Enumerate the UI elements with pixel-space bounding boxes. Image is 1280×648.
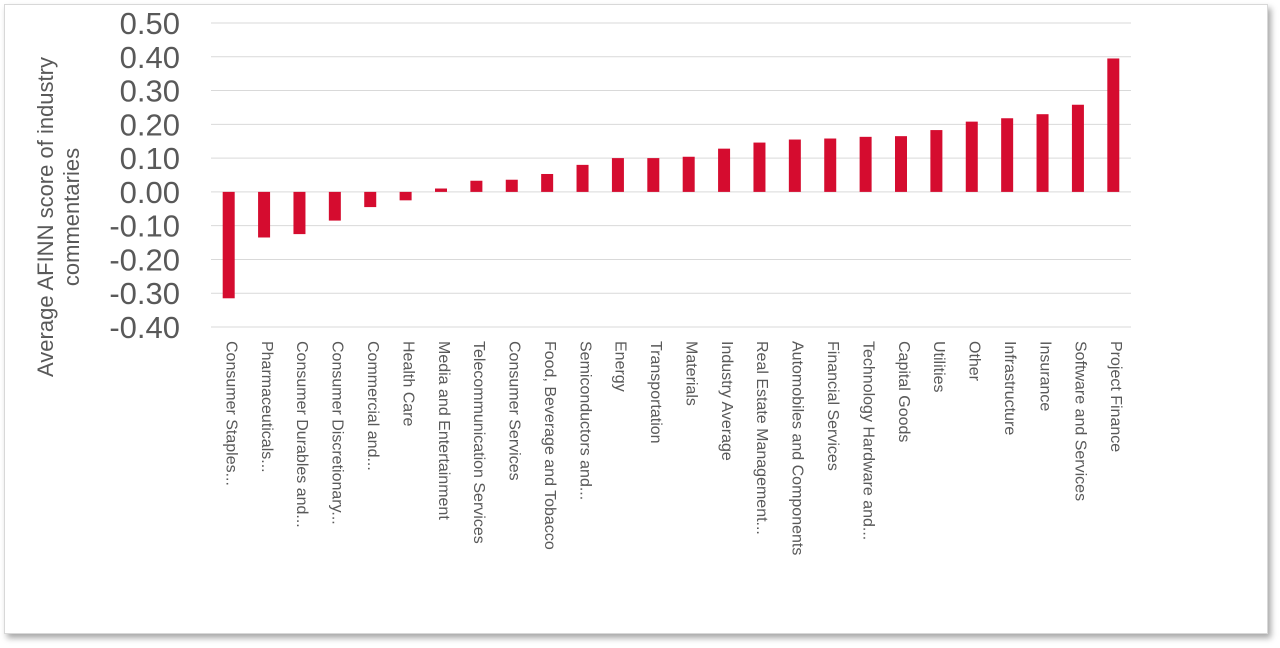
x-tick-label: Consumer Durables and... bbox=[293, 341, 310, 528]
y-tick-label: 0.20 bbox=[120, 107, 180, 142]
bar bbox=[611, 158, 624, 192]
bar bbox=[1107, 58, 1120, 192]
bar bbox=[399, 191, 412, 201]
x-tick-label: Other bbox=[966, 341, 983, 382]
x-tick-label: Telecommunication Services bbox=[470, 341, 487, 544]
x-tick-label: Consumer Services bbox=[506, 341, 523, 481]
bar bbox=[576, 164, 589, 192]
x-tick-label: Real Estate Management... bbox=[753, 341, 770, 535]
bar bbox=[435, 188, 447, 192]
y-tick-label: 0.30 bbox=[120, 74, 180, 109]
y-axis-title-line: commentaries bbox=[59, 148, 84, 286]
x-tick-label: Health Care bbox=[399, 341, 416, 426]
x-tick-label: Materials bbox=[682, 341, 699, 406]
bar bbox=[682, 156, 695, 192]
bar bbox=[222, 191, 235, 299]
bar bbox=[1036, 114, 1049, 192]
x-tick-label: Energy bbox=[612, 341, 629, 392]
bar bbox=[505, 179, 518, 192]
chart-frame: 0.50 0.40 0.30 0.20 0.10 0.00 -0.10 -0.20 -0.30-… bbox=[4, 4, 1268, 634]
x-tick-label: Insurance bbox=[1036, 341, 1053, 411]
y-axis-title: Average AFINN score of industry commentar… bbox=[33, 57, 84, 377]
bar bbox=[470, 180, 483, 192]
y-tick-label: -0.40 bbox=[109, 310, 180, 345]
bar bbox=[293, 191, 306, 235]
bar bbox=[1071, 104, 1084, 192]
bar bbox=[753, 142, 766, 192]
bar-chart: 0.500.400.300.200.100.00-0.10-0.20-0.30-… bbox=[33, 6, 1131, 555]
bar bbox=[895, 136, 907, 192]
bar bbox=[647, 158, 660, 192]
bar bbox=[1001, 118, 1014, 192]
bar bbox=[824, 138, 837, 192]
x-tick-label: Financial Services bbox=[824, 341, 841, 471]
bars bbox=[222, 58, 1120, 299]
x-tick-label: Transportation bbox=[647, 341, 664, 444]
y-tick-label: 0.40 bbox=[120, 40, 180, 75]
bar bbox=[965, 121, 978, 192]
bar bbox=[859, 136, 872, 192]
x-tick-label: Automobiles and Components bbox=[789, 341, 806, 555]
bar bbox=[364, 191, 377, 208]
y-tick-label: -0.30 bbox=[109, 276, 180, 311]
bar bbox=[258, 191, 271, 238]
y-tick-label: 0.10 bbox=[120, 141, 180, 176]
x-tick-label: Consumer Discretionary... bbox=[329, 341, 346, 525]
bar bbox=[788, 139, 801, 192]
x-tick-label: Pharmaceuticals... bbox=[258, 341, 275, 473]
x-tick-label: Semiconductors and... bbox=[576, 341, 593, 500]
y-tick-label: 0.00 bbox=[120, 175, 180, 210]
y-tick-label: -0.20 bbox=[109, 242, 180, 277]
x-tick-label: Utilities bbox=[930, 341, 947, 393]
x-tick-label: Technology Hardware and... bbox=[859, 341, 876, 540]
x-tick-label: Software and Services bbox=[1072, 341, 1089, 501]
y-axis-title-line: Average AFINN score of industry bbox=[33, 57, 58, 377]
x-tick-label: Consumer Staples... bbox=[222, 341, 239, 486]
x-tick-label: Infrastructure bbox=[1001, 341, 1018, 435]
bar bbox=[930, 130, 943, 192]
x-axis-tick-labels: Consumer Staples... Pharmaceuticals... Con… bbox=[222, 341, 1124, 555]
x-tick-label: Industry Average bbox=[718, 341, 735, 461]
x-tick-label: Capital Goods bbox=[895, 341, 912, 442]
bar bbox=[541, 173, 554, 192]
x-tick-label: Project Finance bbox=[1107, 341, 1124, 452]
x-tick-label: Media and Entertainment bbox=[435, 341, 452, 520]
y-tick-label: -0.10 bbox=[109, 209, 180, 244]
y-tick-label: 0.50 bbox=[120, 6, 180, 41]
bar bbox=[718, 148, 731, 192]
gridlines bbox=[211, 22, 1131, 328]
bar bbox=[328, 191, 341, 221]
x-tick-label: Commercial and... bbox=[364, 341, 381, 471]
x-tick-label: Food, Beverage and Tobacco bbox=[541, 341, 558, 550]
y-axis-tick-labels: 0.500.400.300.200.100.00-0.10-0.20-0.30-… bbox=[109, 6, 180, 345]
